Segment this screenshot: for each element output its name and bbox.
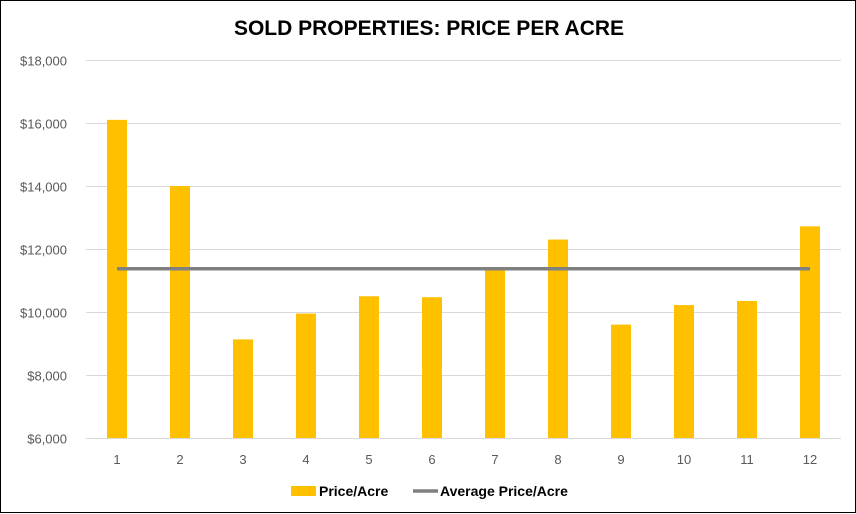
bar — [107, 119, 127, 438]
y-tick-label: $18,000 — [20, 54, 67, 69]
y-tick-label: $8,000 — [27, 369, 67, 384]
bar — [611, 324, 631, 438]
x-tick-label: 1 — [113, 452, 120, 467]
y-axis-ticks: $6,000 $8,000 $10,000 $12,000 $14,000 $16,000… — [20, 54, 67, 447]
bar-series — [107, 119, 820, 438]
y-tick-label: $16,000 — [20, 117, 67, 132]
chart-title: SOLD PROPERTIES: PRICE PER ACRE — [234, 17, 624, 40]
legend-bar-label: Price/Acre — [319, 483, 388, 499]
x-tick-label: 6 — [428, 452, 435, 467]
gridlines — [86, 60, 841, 439]
x-tick-label: 2 — [176, 452, 183, 467]
legend-bar-swatch — [291, 486, 316, 496]
x-tick-label: 7 — [491, 452, 498, 467]
bar — [674, 305, 694, 438]
x-tick-label: 11 — [740, 452, 754, 467]
x-tick-label: 12 — [803, 452, 817, 467]
x-tick-label: 8 — [554, 452, 561, 467]
x-tick-label: 3 — [239, 452, 246, 467]
bar — [737, 300, 757, 438]
y-tick-label: $12,000 — [20, 243, 67, 258]
x-tick-label: 4 — [302, 452, 309, 467]
bar — [422, 297, 442, 438]
bar — [233, 339, 253, 438]
x-tick-label: 10 — [677, 452, 691, 467]
x-tick-label: 9 — [617, 452, 624, 467]
legend: Price/Acre Average Price/Acre — [291, 483, 568, 499]
y-tick-label: $14,000 — [20, 180, 67, 195]
bar — [170, 186, 190, 438]
y-tick-label: $6,000 — [27, 432, 67, 447]
bar — [359, 296, 379, 438]
y-tick-label: $10,000 — [20, 306, 67, 321]
x-axis-ticks: 1 2 3 4 5 6 7 8 9 10 11 12 — [113, 452, 817, 467]
bar — [485, 267, 505, 438]
x-tick-label: 5 — [365, 452, 372, 467]
bar — [800, 226, 820, 438]
legend-line-label: Average Price/Acre — [440, 483, 568, 499]
bar — [296, 313, 316, 438]
bar — [548, 239, 568, 438]
